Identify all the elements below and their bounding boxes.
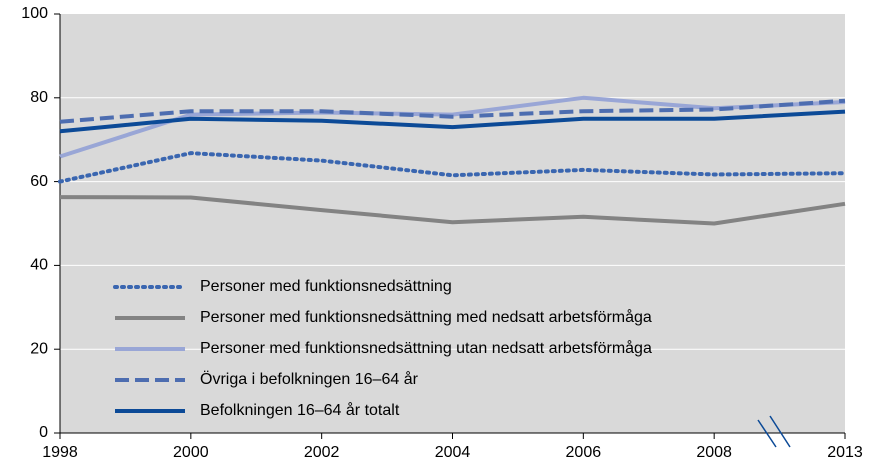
x-tick-label: 2013 [827, 444, 863, 461]
legend-label: Personer med funktionsnedsättning utan n… [200, 339, 652, 357]
y-tick-label: 100 [21, 5, 48, 22]
series-line [59, 95, 846, 159]
legend-label: Befolkningen 16–64 år totalt [200, 401, 400, 419]
series-line [59, 195, 846, 226]
x-tick-label: 2008 [696, 444, 732, 461]
x-tick-label: 2002 [304, 444, 340, 461]
y-tick-label: 20 [30, 340, 48, 357]
series-line [59, 98, 846, 124]
y-tick-label: 60 [30, 173, 48, 190]
legend-label: Personer med funktionsnedsättning [200, 278, 452, 295]
legend-label: Övriga i befolkningen 16–64 år [200, 370, 419, 388]
y-tick-label: 0 [39, 424, 48, 441]
x-tick-label: 1998 [42, 444, 78, 461]
x-tick-label: 2004 [435, 444, 471, 461]
axis-break [757, 419, 777, 448]
axis-break [769, 415, 791, 448]
x-tick-label: 2006 [566, 444, 602, 461]
series-line [59, 109, 846, 134]
y-tick-label: 80 [30, 89, 48, 106]
series-line [58, 151, 847, 184]
x-tick-label: 2000 [173, 444, 209, 461]
legend-label: Personer med funktionsnedsättning med ne… [200, 308, 652, 326]
y-tick-label: 40 [30, 257, 48, 274]
